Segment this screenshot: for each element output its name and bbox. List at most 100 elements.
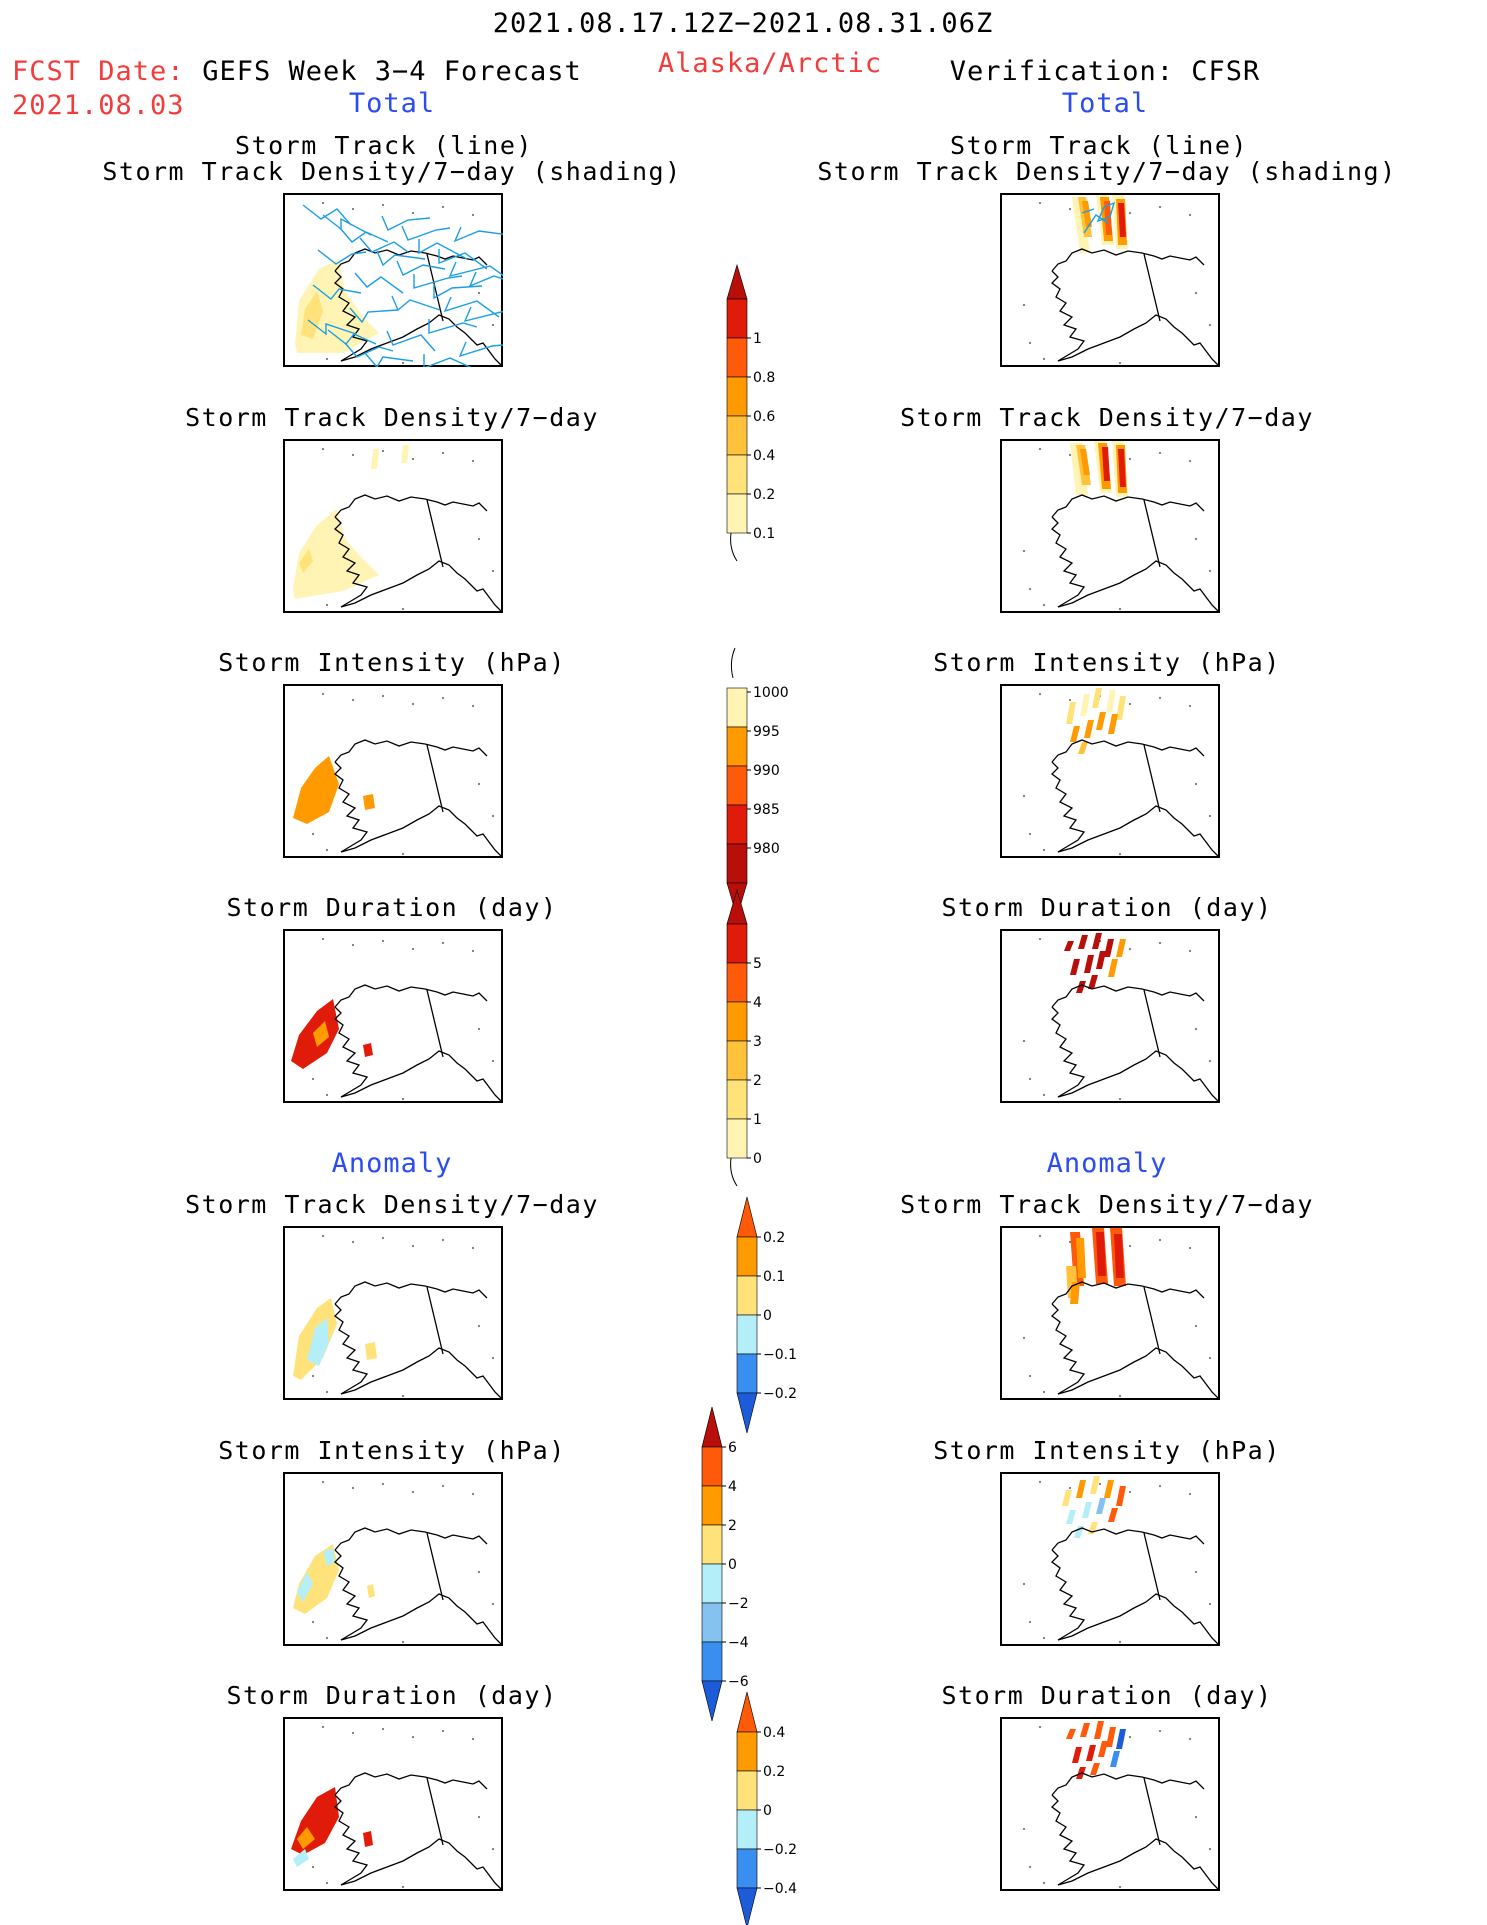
shading-cell [365,1342,377,1360]
shading-cell [1096,951,1106,969]
grid-dot [1128,1490,1132,1494]
colorbar-tick-label: −0.2 [763,1842,797,1858]
storm-track-line [423,354,472,367]
shading-cell [1114,1234,1124,1278]
map-svg-map-anom-density-right [1000,1226,1220,1400]
grid-dot [411,211,415,215]
grid-dot [325,1390,329,1394]
grid-dot [1208,323,1212,327]
colorbar-svg: −6 −4 −2 0 2 4 6 [701,1406,749,1722]
coastline-west [334,1006,369,1098]
shading-layer [1064,933,1126,993]
shading-cell [1086,1745,1096,1761]
grid-dot [1188,1492,1192,1496]
map-anom-density-right [1000,1226,1220,1400]
colorbar-tick-label: 980 [753,841,780,857]
colorbar-swatch [701,1485,723,1526]
coastline-south [340,314,502,366]
map-density-left [283,439,503,613]
shading-cell [1074,1526,1084,1538]
colorbar-swatch [726,337,748,378]
grid-dot [1038,1725,1042,1729]
shading-cell [1090,1763,1100,1775]
grid-dot [1022,1039,1026,1043]
grid-dot [1128,702,1132,706]
grid-dot [1042,1390,1046,1394]
colorbar-swatch [726,1079,748,1120]
track-layer [302,204,503,367]
storm-track-line [391,295,441,312]
grid-dot [381,694,385,698]
grid-dot [311,1077,315,1081]
colorbar-tick-label: 4 [728,1479,737,1495]
coastline-west [334,1549,369,1641]
colorbar-swatch [726,923,748,964]
coastline-north [334,984,488,1008]
coastline-north [1051,494,1205,518]
shading-layer [293,756,375,824]
shading-cell [1092,688,1102,708]
total-label-right: Total [1061,88,1149,119]
shading-layer [1072,195,1128,253]
coastline-south [340,1050,502,1102]
grid-dot [321,692,325,696]
colorbar-tick-label: 4 [753,995,762,1011]
shading-cell [1070,726,1080,742]
grid-dot [351,698,355,702]
map-frame [1000,929,1220,1103]
coastline [1051,739,1219,857]
shading-cell [1104,939,1114,957]
shading-cell [1084,955,1094,973]
grid-dot [1128,947,1132,951]
colorbar-svg: 0.1 0.2 0.4 0.6 0.8 1 [726,263,775,562]
grid-dot [381,203,385,207]
storm-track-line [302,204,352,226]
grid-dot [477,1815,481,1819]
grid-dot [1068,698,1072,702]
shading-cell [1108,714,1118,734]
storm-track-line [396,260,446,276]
storm-track-line [433,284,483,300]
colorbar-swatch [726,493,748,534]
coastline [1051,984,1219,1102]
coastline-north [334,1281,488,1305]
coastline [334,494,502,612]
title-anom-duration-left: Storm Duration (day) [226,1681,558,1710]
grid-dot [471,1492,475,1496]
colorbar-swatch [701,1446,723,1487]
colorbar-tick-label: 0.8 [753,370,775,386]
colorbar-swatch [736,1731,758,1772]
shading-cell [1090,1476,1100,1494]
grid-dot [477,1027,481,1031]
lat-lon-grid [305,1480,495,1644]
shading-cell [1072,197,1090,253]
shading-cell [1066,702,1076,724]
grid-dot [401,1885,405,1889]
map-frame [1000,684,1220,858]
grid-dot [1208,1847,1212,1851]
shading-cell [1080,449,1090,475]
grid-dot [471,704,475,708]
grid-dot [401,1640,405,1644]
grid-dot [471,949,475,953]
grid-dot [325,357,329,361]
grid-dot [1194,1324,1198,1328]
grid-dot [477,782,481,786]
colorbar-intensity-total: 1000 995 990 985 980 [725,647,805,919]
coastline-west [334,1303,369,1395]
storm-track-line [354,272,404,294]
coastline-west [334,761,369,853]
colorbar-swatch [701,1563,723,1604]
fcst-date-label: FCST Date: [12,56,185,87]
shading-cell [1080,1723,1090,1737]
grid-dot [471,1737,475,1741]
region-title: Alaska/Arctic [657,48,883,79]
grid-dot [1188,949,1192,953]
grid-dot [381,1482,385,1486]
colorbar-duration-total: 0 1 2 3 4 5 [725,888,805,1188]
grid-dot [411,1735,415,1739]
colorbar-top-arrow [726,263,748,300]
colorbar-svg: 1000 995 990 985 980 [726,647,789,919]
shading-cell [1116,696,1126,720]
colorbar-swatch [726,454,748,495]
